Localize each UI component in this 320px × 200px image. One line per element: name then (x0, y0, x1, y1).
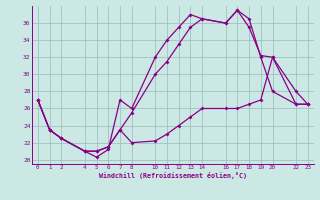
X-axis label: Windchill (Refroidissement éolien,°C): Windchill (Refroidissement éolien,°C) (99, 172, 247, 179)
